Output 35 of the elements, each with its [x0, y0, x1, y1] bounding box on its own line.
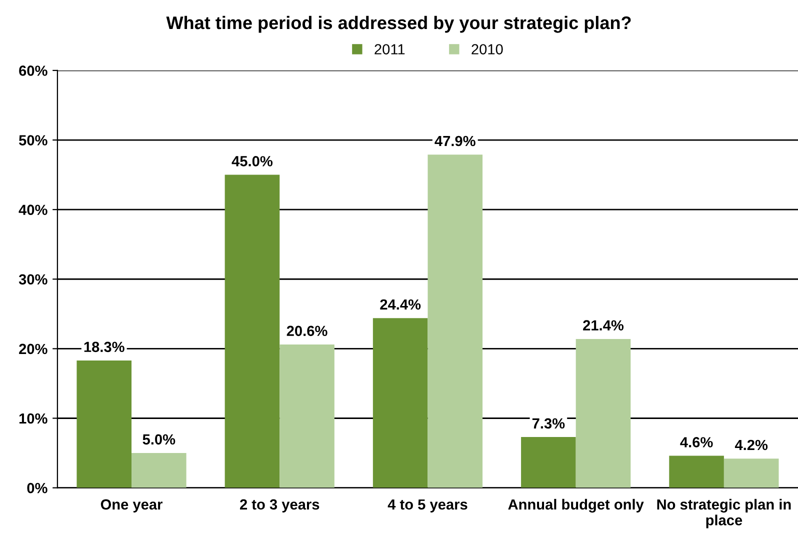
data-label: 21.4%	[583, 320, 624, 330]
bar	[224, 174, 280, 488]
y-tick-label: 40%	[18, 204, 48, 215]
y-tick-label: 0%	[27, 482, 48, 494]
x-tick-label: 2 to 3 years	[240, 499, 320, 513]
x-tick-label: One year	[100, 499, 163, 513]
data-label: 18.3%	[84, 342, 124, 352]
bar	[521, 437, 576, 488]
chart-title: What time period is addressed by your strategic plan?	[166, 16, 631, 33]
data-label: 4.2%	[734, 440, 768, 450]
bar	[132, 453, 186, 488]
data-label: 47.9%	[434, 136, 476, 146]
bar	[576, 338, 631, 488]
y-tick-label: 30%	[18, 274, 48, 285]
y-tick-label: 50%	[18, 135, 48, 146]
data-label: 7.3%	[532, 418, 565, 429]
data-label: 5.0%	[142, 434, 176, 445]
bar	[280, 344, 334, 488]
bar	[76, 360, 132, 488]
y-tick-label: 20%	[19, 344, 48, 354]
bar	[372, 318, 428, 488]
legend-label: 2010	[472, 44, 503, 54]
y-tick-label: 10%	[19, 413, 48, 424]
bar	[724, 458, 779, 488]
legend-label: 2011	[374, 44, 405, 54]
bar	[428, 154, 483, 488]
y-tick-label: 60%	[19, 66, 48, 76]
data-label: 4.6%	[680, 437, 713, 448]
data-label: 20.6%	[286, 326, 328, 336]
data-label: 24.4%	[380, 299, 421, 310]
x-tick-label: No strategic plan in place	[657, 498, 791, 528]
x-tick-label: Annual budget only	[508, 498, 644, 513]
x-tick-label: 4 to 5 years	[388, 499, 468, 513]
data-label: 45.0%	[232, 156, 273, 166]
bar	[669, 456, 724, 488]
